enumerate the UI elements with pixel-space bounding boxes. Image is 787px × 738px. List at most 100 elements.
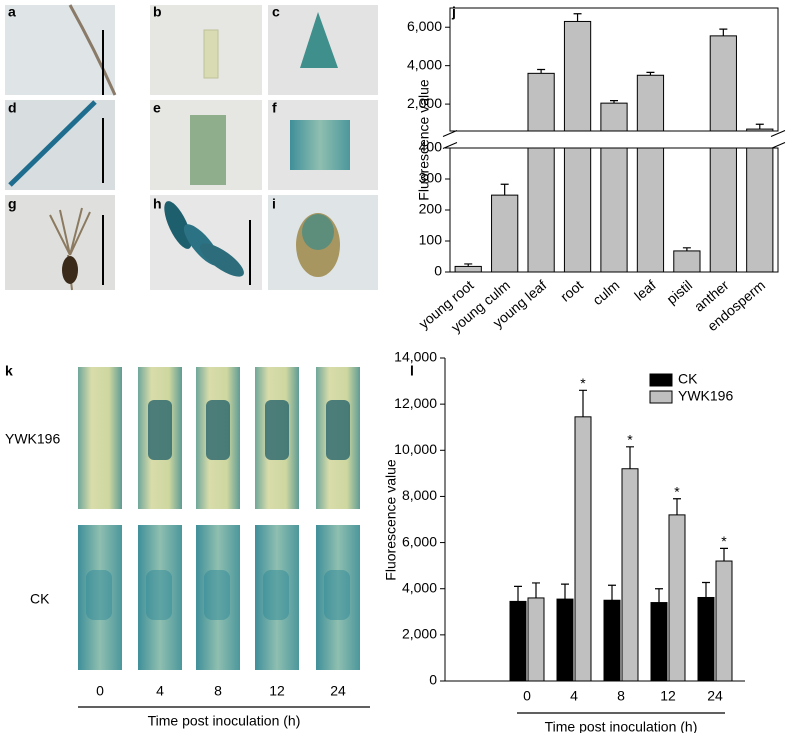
- x-tick-label: 12: [660, 688, 676, 704]
- row-label: YWK196: [5, 431, 60, 447]
- bar: [621, 468, 639, 682]
- error-bar: [646, 71, 655, 76]
- panel-labels: a b c d e f g h i k: [5, 4, 280, 379]
- legend-label: CK: [678, 371, 698, 387]
- photo-object: [300, 12, 338, 68]
- y-tick-label: 0: [434, 263, 442, 279]
- x-tick-label: 4: [570, 688, 578, 704]
- bar: [697, 596, 715, 682]
- bar: [509, 600, 527, 682]
- bar: [650, 602, 668, 682]
- leaf-strip: [78, 367, 122, 509]
- panel-label: a: [8, 4, 16, 20]
- error-bar: [626, 446, 634, 469]
- legend-swatch: [649, 373, 673, 387]
- photo-object: [8, 100, 97, 187]
- error-bar: [655, 588, 663, 603]
- x-tick-label: culm: [589, 277, 622, 308]
- photo: [5, 5, 115, 95]
- error-bar: [514, 585, 522, 602]
- error-bar: [720, 547, 728, 562]
- bar: [527, 597, 545, 682]
- bar: [636, 147, 665, 273]
- y-tick-label: 2,000: [402, 626, 437, 642]
- stain: [265, 400, 289, 460]
- y-tick-label: 100: [419, 232, 443, 248]
- error-bar: [610, 100, 618, 104]
- bar: [527, 72, 555, 132]
- photo-object: [200, 243, 244, 277]
- time-label: 24: [330, 683, 346, 699]
- axis-break: [442, 130, 458, 149]
- bar: [709, 147, 737, 273]
- error-bar: [702, 581, 710, 598]
- stain: [148, 400, 172, 460]
- error-bar: [608, 584, 616, 601]
- bar: [603, 599, 621, 682]
- x-axis-label: Time post inoculation (h): [148, 713, 301, 729]
- bar: [600, 102, 628, 132]
- stain: [326, 400, 350, 460]
- panel-label: g: [8, 196, 17, 212]
- bar: [746, 147, 774, 273]
- time-label: 0: [96, 683, 104, 699]
- bar: [709, 35, 737, 132]
- panel-label: b: [153, 4, 162, 20]
- break-gap: [444, 132, 456, 147]
- bar: [673, 250, 701, 273]
- legend-label: YWK196: [678, 388, 733, 404]
- error-bar: [719, 28, 728, 36]
- break-gap: [772, 132, 784, 147]
- x-tick-label: root: [557, 277, 586, 305]
- row-label: CK: [30, 591, 50, 607]
- time-label: 4: [156, 683, 164, 699]
- legend-swatch: [649, 390, 673, 404]
- error-bar: [500, 183, 509, 196]
- x-axis-label: Time post inoculation (h): [545, 719, 698, 733]
- y-tick-label: 2,000: [407, 95, 442, 111]
- y-tick-label: 8,000: [402, 487, 437, 503]
- x-tick-label: 24: [707, 688, 723, 704]
- bar: [527, 147, 555, 273]
- y-tick-label: 6,000: [402, 533, 437, 549]
- x-tick-label: leaf: [631, 277, 659, 304]
- y-axis-label: Fluorescence value: [416, 79, 432, 201]
- panel-label: e: [153, 100, 161, 116]
- y-tick-label: 14,000: [394, 349, 437, 365]
- error-bar: [682, 247, 691, 251]
- y-tick-label: 400: [419, 139, 443, 155]
- stain: [263, 570, 289, 620]
- panel-label: k: [5, 363, 13, 379]
- bar: [715, 560, 733, 682]
- bar: [563, 20, 592, 132]
- error-bar: [755, 123, 764, 130]
- y-tick-label: 200: [419, 201, 443, 217]
- y-tick-label: 12,000: [394, 395, 437, 411]
- bar: [574, 416, 592, 682]
- photo-object: [203, 29, 219, 79]
- photo-object: [62, 256, 78, 284]
- photo-object: [190, 115, 226, 185]
- stain: [206, 400, 230, 460]
- bar: [668, 514, 686, 682]
- time-label: 12: [269, 683, 285, 699]
- error-bar: [579, 389, 587, 417]
- stain: [146, 570, 172, 620]
- y-tick-label: 300: [419, 170, 443, 186]
- panel-label: j: [451, 4, 456, 20]
- error-bar: [464, 263, 473, 267]
- significance-label: *: [627, 432, 633, 448]
- bar: [556, 598, 574, 682]
- leaf-strips: [78, 367, 360, 670]
- significance-label: *: [721, 533, 727, 549]
- panel-label: d: [8, 100, 17, 116]
- stain: [324, 570, 350, 620]
- panel-label: c: [272, 4, 280, 20]
- time-labels: 0 4 8 12 24: [96, 683, 346, 699]
- stain: [204, 570, 230, 620]
- bar: [491, 194, 519, 273]
- bar: [563, 147, 592, 273]
- error-bar: [537, 68, 546, 74]
- y-axis-label: Fluorescence value: [383, 459, 399, 581]
